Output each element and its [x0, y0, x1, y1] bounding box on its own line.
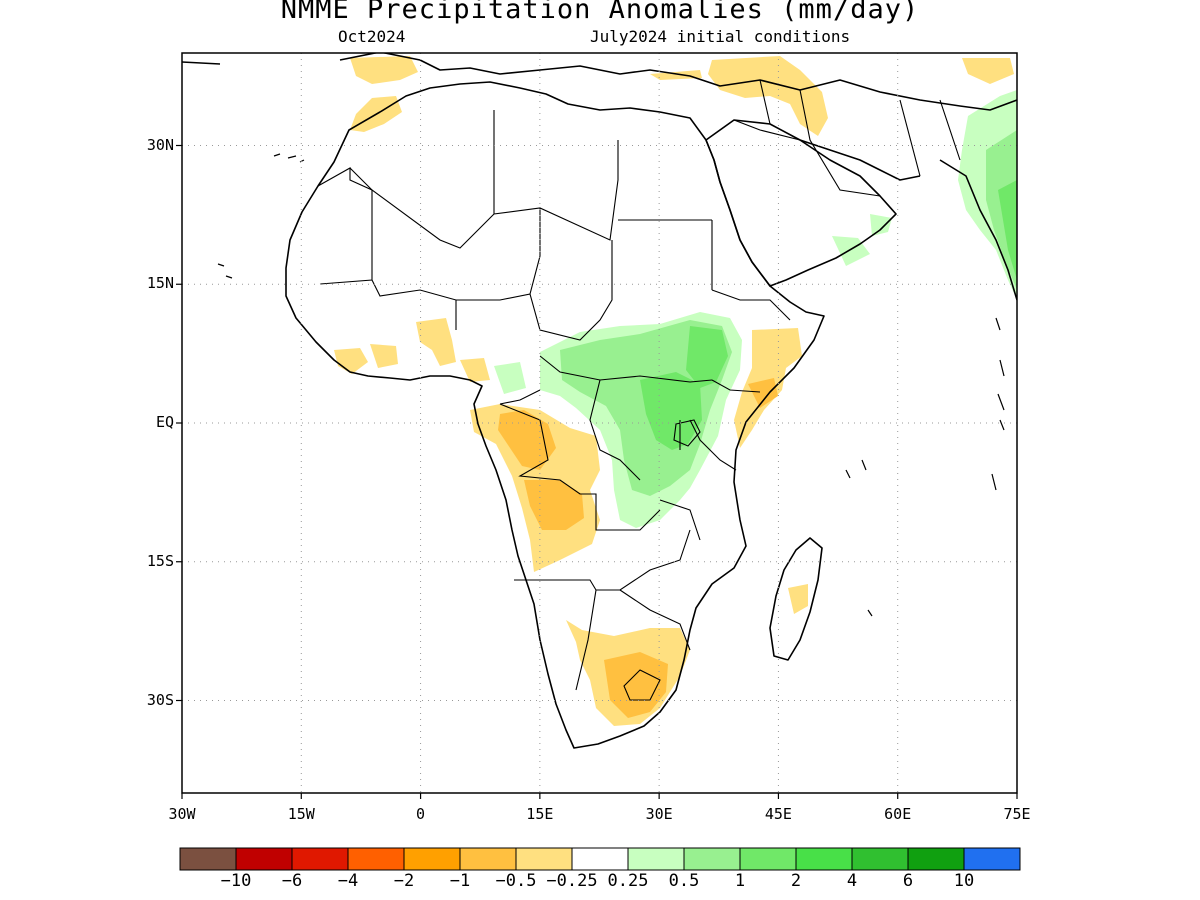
colorbar-tick-label: 4	[846, 871, 858, 891]
colorbar-swatch	[403, 847, 461, 871]
colorbar-tick-label: 0.25	[607, 871, 649, 891]
colorbar-swatch	[235, 847, 293, 871]
lat-tick-label: 15N	[146, 274, 174, 293]
colorbar-swatch	[179, 847, 237, 871]
canary-islands	[273, 153, 305, 163]
dry-anomaly-nigeria	[460, 358, 490, 382]
lat-tick-label: 15S	[146, 551, 174, 570]
wet-anomaly-south-asia-core	[998, 180, 1017, 280]
lon-tick-label: 30W	[168, 805, 196, 823]
axis-ticks	[176, 144, 1018, 799]
map-plot-area	[182, 53, 1017, 749]
border-east-africa	[659, 289, 791, 541]
wet-anomaly-gulf-of-guinea	[494, 362, 526, 394]
lon-tick-label: 45E	[764, 805, 792, 823]
europe-asia-coastline	[182, 53, 1017, 111]
initial-conditions-label: July2024 initial conditions	[590, 27, 851, 46]
colorbar-tick-label: −6	[281, 871, 303, 891]
country-borders	[317, 79, 961, 701]
persian-gulf-coastline	[799, 139, 921, 181]
colorbar-swatch	[739, 847, 797, 871]
lon-tick-label: 60E	[884, 805, 912, 823]
valid-month-label: Oct2024	[338, 27, 406, 46]
colorbar-swatch	[795, 847, 853, 871]
lon-tick-label: 75E	[1003, 805, 1031, 823]
wet-anomaly-great-lakes-core	[640, 372, 702, 450]
colorbar-tick-label: −1	[449, 871, 471, 891]
dry-anomaly-angola-core	[524, 480, 584, 530]
dry-anomaly-middle-east	[708, 56, 828, 136]
lat-tick-label: 30N	[146, 135, 174, 154]
dry-anomaly-west-africa-3	[370, 344, 398, 368]
lon-tick-label: 30E	[645, 805, 673, 823]
colorbar-swatch	[347, 847, 405, 871]
colorbar-swatch	[571, 847, 629, 871]
border-north-africa	[349, 110, 713, 290]
colorbar-swatch	[627, 847, 685, 871]
colorbar-swatch	[683, 847, 741, 871]
coastlines	[182, 53, 1017, 749]
dry-anomaly-madagascar	[788, 584, 808, 614]
colorbar-tick-label: 10	[953, 871, 975, 891]
lon-tick-label: 15W	[287, 805, 315, 823]
colorbar-swatch	[291, 847, 349, 871]
wet-anomalies	[494, 90, 1017, 528]
colorbar-swatch	[851, 847, 909, 871]
africa-coastline	[285, 81, 825, 749]
lake-victoria	[673, 419, 701, 447]
dry-anomaly-iran	[962, 58, 1014, 84]
anomaly-shading	[334, 56, 1014, 726]
border-southern-africa	[514, 529, 691, 701]
dry-anomaly-south-africa-core	[604, 652, 668, 718]
dry-anomaly-west-africa-2	[334, 348, 368, 374]
colorbar-tick-label: 6	[902, 871, 914, 891]
lon-tick-label: 15E	[526, 805, 554, 823]
colorbar-tick-label: 0.5	[668, 871, 700, 891]
dry-anomaly-iberia-morocco	[350, 56, 418, 84]
border-middle-east	[733, 79, 961, 197]
arabia-coastline	[705, 119, 897, 287]
dry-anomaly-mediterranean	[650, 70, 702, 80]
lon-tick-label: 0	[416, 805, 426, 823]
india-coastline	[939, 159, 1017, 301]
lat-tick-label: EQ	[155, 413, 174, 431]
lat-tick-label: 30S	[146, 690, 174, 709]
dry-anomaly-west-africa-1	[416, 318, 456, 366]
colorbar-tick-label: −2	[393, 871, 415, 891]
cape-verde	[217, 263, 233, 279]
wet-anomaly-ethiopia-core	[686, 326, 728, 388]
colorbar-tick-label: 1	[734, 871, 746, 891]
colorbar-swatch	[459, 847, 517, 871]
colorbar-tick-label: −4	[337, 871, 359, 891]
islands	[217, 153, 1005, 617]
border-sahel	[317, 167, 613, 341]
colorbar-tick-label: −0.25	[546, 871, 598, 891]
colorbar-swatch	[907, 847, 965, 871]
colorbar	[179, 847, 1021, 871]
colorbar-swatch	[963, 847, 1021, 871]
indian-ocean-islands	[845, 317, 1005, 617]
dry-anomaly-somalia-core	[748, 378, 778, 408]
map-title: NMME Precipitation Anomalies (mm/day)	[280, 0, 920, 25]
colorbar-swatch	[515, 847, 573, 871]
madagascar-coastline	[769, 537, 823, 661]
wet-anomaly-oman	[870, 214, 892, 236]
colorbar-tick-label: −10	[220, 871, 252, 891]
colorbar-tick-label: −0.5	[495, 871, 537, 891]
border-central-africa	[499, 355, 713, 531]
colorbar-tick-label: 2	[790, 871, 802, 891]
